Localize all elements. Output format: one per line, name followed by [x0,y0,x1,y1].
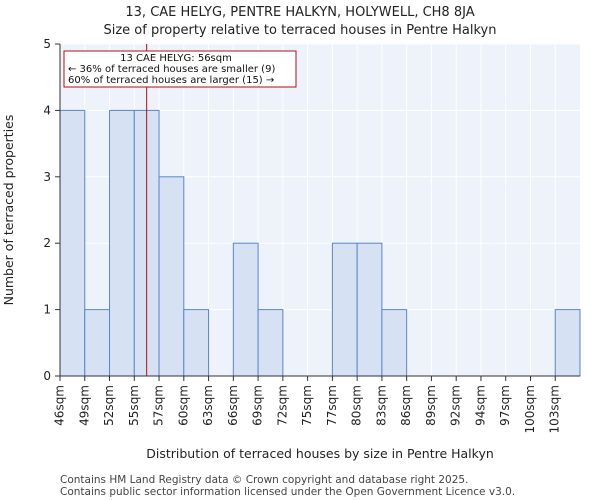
x-axis-label: Distribution of terraced houses by size … [146,446,494,461]
bar-80sqm [356,242,383,377]
bar-103sqm [554,309,581,377]
x-tick-label: 66sqm [226,385,240,426]
bar-46sqm [59,109,86,377]
chart-title: 13, CAE HELYG, PENTRE HALKYN, HOLYWELL, … [125,5,474,20]
x-tick-label: 55sqm [127,385,141,426]
x-tick-label: 57sqm [152,385,166,426]
bar-52sqm [109,109,135,377]
x-ticks: 46sqm 49sqm 52sqm 55sqm 57sqm 60sqm 63sqm 66sqm… [53,376,562,433]
y-ticks: 0 1 2 3 4 5 [43,37,60,383]
bar-57sqm [158,176,185,377]
x-tick-label: 100sqm [523,385,537,433]
x-tick-label: 103sqm [548,385,562,433]
x-tick-label: 83sqm [374,385,388,426]
bar-77sqm [331,242,358,377]
x-tick-label: 92sqm [449,385,463,426]
annotation-line-3: 60% of terraced houses are larger (15) → [68,75,274,86]
bars [59,109,581,377]
x-tick-label: 52sqm [102,385,116,426]
x-tick-label: 46sqm [53,385,67,426]
y-tick-label: 0 [43,369,51,383]
x-tick-label: 60sqm [176,385,190,426]
bar-49sqm [84,309,111,377]
x-tick-label: 80sqm [350,385,364,426]
chart-subtitle: Size of property relative to terraced ho… [103,23,496,38]
y-tick-label: 1 [43,303,51,317]
x-tick-label: 86sqm [399,385,413,426]
x-tick-label: 77sqm [325,385,339,426]
x-tick-label: 49sqm [77,385,91,426]
x-tick-label: 63sqm [201,385,215,426]
bar-69sqm [257,309,284,377]
bar-66sqm [232,242,259,377]
y-axis-label: Number of terraced properties [1,115,16,306]
y-tick-label: 3 [43,170,51,184]
annotation-box [63,50,297,88]
footer-line-2: Contains public sector information licen… [60,486,515,498]
x-tick-label: 94sqm [473,385,487,426]
x-tick-label: 72sqm [275,385,289,426]
x-tick-label: 89sqm [424,385,438,426]
y-tick-label: 2 [43,236,51,250]
x-tick-label: 97sqm [498,385,512,426]
y-tick-label: 5 [43,37,51,51]
x-tick-label: 75sqm [300,385,314,426]
bar-60sqm [183,309,210,377]
footer-line-1: Contains HM Land Registry data © Crown c… [60,474,468,486]
marker-annotation: 13 CAE HELYG: 56sqm ← 36% of terraced ho… [63,50,297,88]
annotation-line-2: ← 36% of terraced houses are smaller (9) [68,64,275,75]
annotation-line-1: 13 CAE HELYG: 56sqm [120,53,232,64]
x-tick-label: 69sqm [251,385,265,426]
y-tick-label: 4 [43,103,51,117]
bar-83sqm [381,309,408,377]
